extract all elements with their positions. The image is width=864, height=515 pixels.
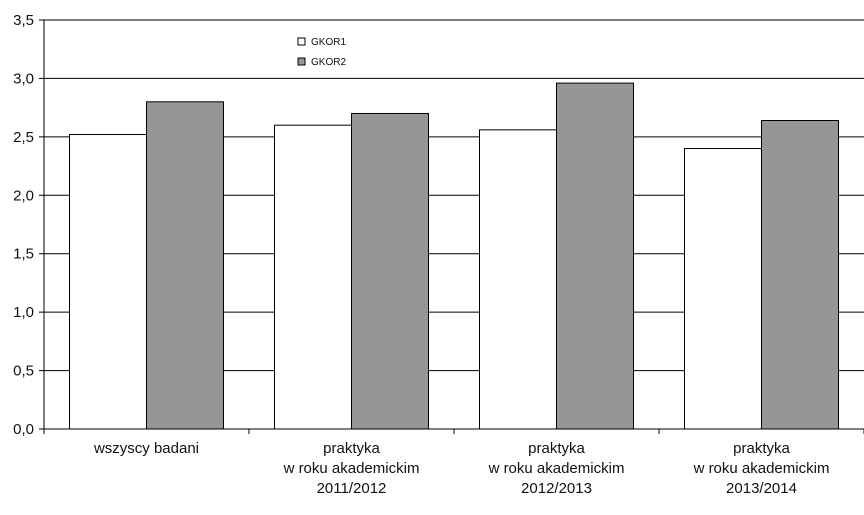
x-category-label: praktyka w roku akademickim 2012/2013 [488,440,625,497]
bar-gkor1-0 [69,134,147,430]
y-tick-label: 1,5 [13,246,34,263]
y-tick-label: 1,0 [13,304,34,321]
y-tick-label: 2,5 [13,129,34,146]
y-tick-label: 3,5 [13,12,34,29]
y-tick-label: 2,0 [13,187,34,204]
y-tick-label: 0,0 [13,421,34,438]
legend-label-gkor1: GKOR1 [311,37,346,48]
bar-gkor2-3 [761,119,839,430]
legend-swatch-gkor2 [297,57,306,66]
x-category-label-line: 2011/2012 [317,480,387,497]
x-category-label-line: praktyka [733,440,790,457]
x-category-label: wszyscy badani [93,440,199,457]
bar-gkor1-1 [274,124,352,430]
x-category-label-line: 2012/2013 [521,480,592,497]
bar-gkor1-2 [479,129,557,430]
y-tick-label: 3,0 [13,70,34,87]
x-category-label-line: praktyka [323,440,380,457]
x-category-label-line: wszyscy badani [93,440,199,457]
legend-label-gkor2: GKOR2 [311,57,346,68]
bar-gkor2-0 [146,101,224,430]
x-category-label: praktyka w roku akademickim 2011/2012 [283,440,420,497]
x-category-label-line: praktyka [528,440,585,457]
bar-gkor2-1 [351,112,429,430]
bar-gkor1-3 [684,148,762,430]
x-category-label-line: w roku akademickim [693,460,830,477]
y-tick-label: 0,5 [13,363,34,380]
x-category-label: praktyka w roku akademickim 2013/2014 [693,440,830,497]
x-category-label-line: 2013/2014 [726,480,797,497]
bar-gkor2-2 [556,82,634,430]
x-category-label-line: w roku akademickim [488,460,625,477]
legend-swatch-gkor1 [297,37,306,46]
x-category-label-line: w roku akademickim [283,460,420,477]
